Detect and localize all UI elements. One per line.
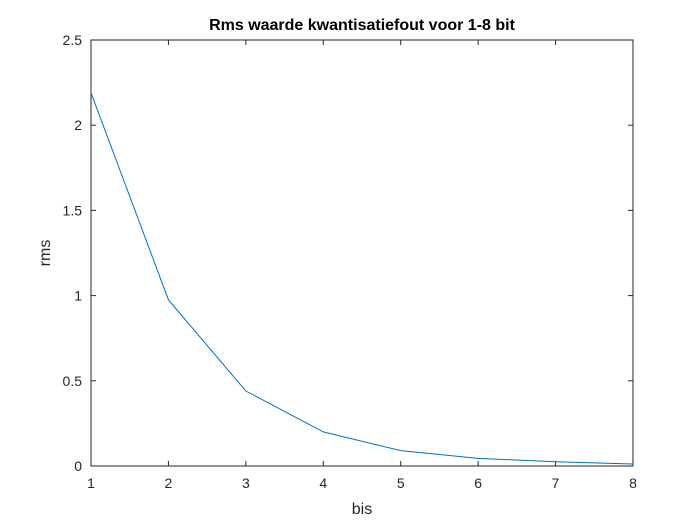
x-axis-label: bis <box>352 501 372 518</box>
x-tick-label: 6 <box>474 475 482 491</box>
y-axis-tick-labels: 0 0.5 1 1.5 2 2.5 <box>63 32 83 474</box>
y-tick-label: 2 <box>74 117 82 133</box>
x-tick-label: 3 <box>242 475 250 491</box>
x-axis-tick-labels: 1 2 3 4 5 6 7 8 <box>87 475 637 491</box>
y-tick-label: 2.5 <box>63 32 83 48</box>
chart-title: Rms waarde kwantisatiefout voor 1-8 bit <box>209 17 516 34</box>
x-tick-label: 5 <box>397 475 405 491</box>
x-tick-label: 2 <box>165 475 173 491</box>
y-tick-label: 0 <box>74 458 82 474</box>
tick-marks <box>90 39 634 467</box>
plot-area <box>90 39 634 467</box>
x-tick-label: 7 <box>552 475 560 491</box>
x-tick-label: 1 <box>87 475 95 491</box>
series-group <box>90 92 634 465</box>
y-tick-label: 1.5 <box>63 202 83 218</box>
y-tick-label: 1 <box>74 288 82 304</box>
y-axis-label: rms <box>37 240 54 267</box>
x-tick-label: 4 <box>319 475 327 491</box>
x-tick-label: 8 <box>629 475 637 491</box>
series-line <box>90 92 634 465</box>
y-tick-label: 0.5 <box>63 373 83 389</box>
